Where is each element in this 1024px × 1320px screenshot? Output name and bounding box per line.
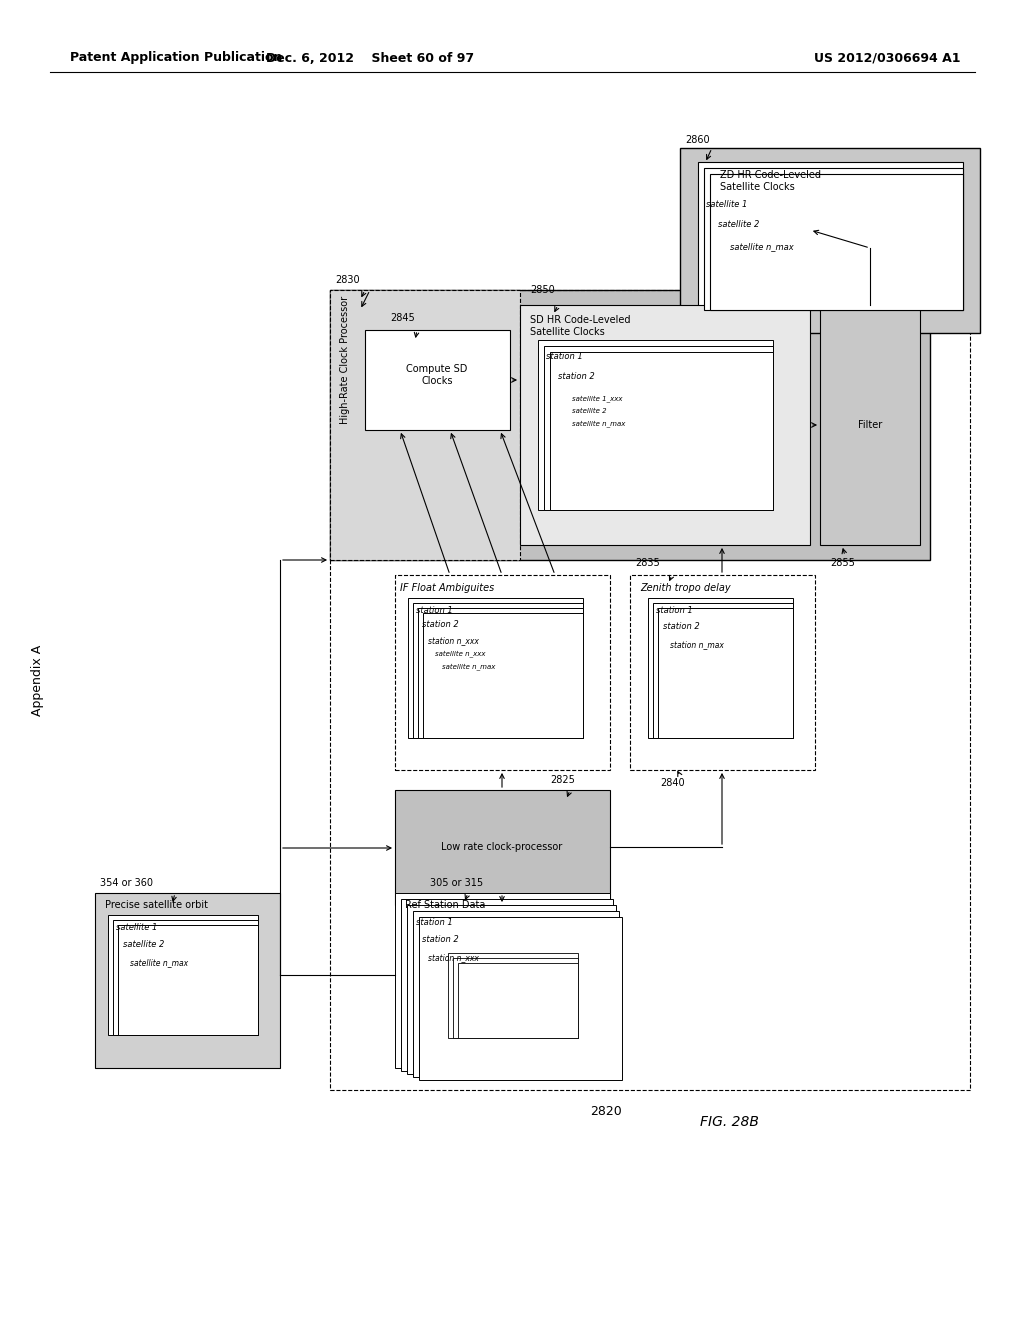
Text: satellite 1: satellite 1 [116,923,158,932]
Bar [113,920,258,1035]
Bar [544,346,773,510]
Bar [458,964,578,1038]
Bar [453,958,578,1038]
Text: satellite 2: satellite 2 [718,220,760,228]
Text: station 1: station 1 [416,917,453,927]
Text: station 2: station 2 [663,622,699,631]
Text: Appendix A: Appendix A [32,644,44,715]
Text: Dec. 6, 2012    Sheet 60 of 97: Dec. 6, 2012 Sheet 60 of 97 [266,51,474,65]
Text: station 1: station 1 [546,352,583,360]
Text: satellite n_max: satellite n_max [130,958,188,968]
Bar [710,174,963,310]
Bar [401,899,613,1071]
Text: station 2: station 2 [422,935,459,944]
Bar [449,953,578,1038]
Bar [407,906,616,1074]
Text: Low rate clock-processor: Low rate clock-processor [441,842,562,851]
Text: satellite n_max: satellite n_max [442,663,496,669]
Bar [108,915,258,1035]
Text: Patent Application Publication: Patent Application Publication [70,51,283,65]
Text: 2820: 2820 [590,1105,622,1118]
Bar [418,609,583,738]
Text: satellite n_max: satellite n_max [572,420,626,426]
Bar [365,330,510,430]
Bar [653,603,793,738]
Text: Filter: Filter [858,420,882,430]
Text: IF Float Ambiguites: IF Float Ambiguites [400,583,495,593]
Text: station n_max: station n_max [670,640,724,649]
Text: satellite 2: satellite 2 [572,408,606,414]
Text: 2830: 2830 [335,275,359,285]
Text: Zenith tropo delay: Zenith tropo delay [640,583,731,593]
Bar [658,609,793,738]
Text: 2850: 2850 [530,285,555,294]
Text: Ref Station Data: Ref Station Data [406,900,485,909]
Text: US 2012/0306694 A1: US 2012/0306694 A1 [813,51,961,65]
Bar [698,162,963,310]
Bar [648,598,793,738]
Text: Satellite Clocks: Satellite Clocks [530,327,605,337]
Bar [330,290,520,560]
Bar [550,352,773,510]
Text: 2855: 2855 [830,558,855,568]
Text: Satellite Clocks: Satellite Clocks [720,182,795,191]
Text: 305 or 315: 305 or 315 [430,878,483,888]
Text: 354 or 360: 354 or 360 [100,878,153,888]
Text: satellite n_max: satellite n_max [730,242,794,251]
Text: satellite 1_xxx: satellite 1_xxx [572,395,623,401]
Text: High-Rate Clock Processor: High-Rate Clock Processor [340,296,350,424]
Text: 2845: 2845 [390,313,415,323]
Text: station 1: station 1 [656,606,693,615]
Text: 2860: 2860 [685,135,710,145]
Bar [395,789,610,906]
Bar [330,290,930,560]
Text: station n_xxx: station n_xxx [428,636,479,645]
Bar [520,305,810,545]
Bar [680,148,980,333]
Bar [413,911,618,1077]
Text: 2835: 2835 [635,558,659,568]
Bar [630,576,815,770]
Bar [413,603,583,738]
Bar [820,305,920,545]
Text: station 2: station 2 [422,620,459,630]
Bar [95,894,280,1068]
Text: satellite n_xxx: satellite n_xxx [435,649,485,657]
Bar [330,290,970,1090]
Bar [395,576,610,770]
Bar [419,917,622,1080]
Text: station 1: station 1 [416,606,453,615]
Text: 2825: 2825 [550,775,574,785]
Bar [395,894,610,1068]
Bar [408,598,583,738]
Bar [705,168,963,310]
Text: satellite 1: satellite 1 [706,201,748,209]
Bar [538,341,773,510]
Text: station 2: station 2 [558,372,595,381]
Text: ZD HR Code-Leveled: ZD HR Code-Leveled [720,170,821,180]
Bar [423,612,583,738]
Bar [118,925,258,1035]
Text: 2840: 2840 [660,777,685,788]
Text: station n_xxx: station n_xxx [428,953,479,962]
Text: FIG. 28B: FIG. 28B [700,1115,759,1129]
Text: SD HR Code-Leveled: SD HR Code-Leveled [530,315,631,325]
Text: Compute SD
Clocks: Compute SD Clocks [407,364,468,385]
Text: satellite 2: satellite 2 [123,940,165,949]
Text: Precise satellite orbit: Precise satellite orbit [105,900,208,909]
